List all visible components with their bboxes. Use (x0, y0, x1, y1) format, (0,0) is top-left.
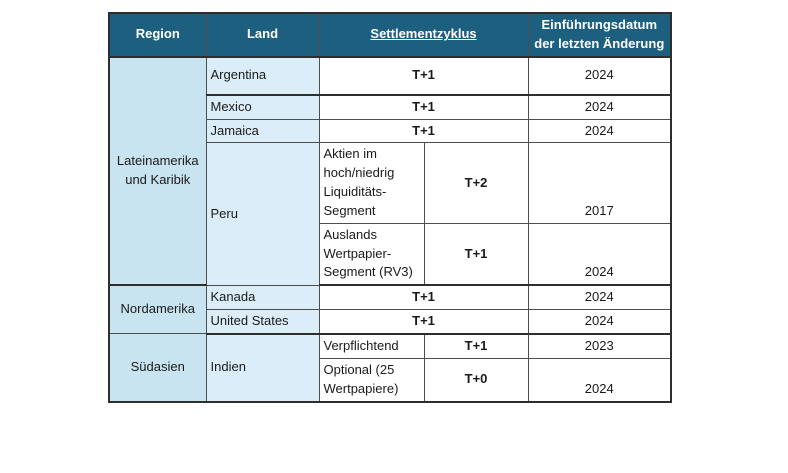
region-cell-suedasien: Südasien (108, 333, 207, 402)
header-land: Land (205, 12, 320, 58)
date-cell-mexico: 2024 (527, 94, 672, 120)
date-cell-peru-auslands: 2024 (527, 222, 672, 287)
row-united-states: United States T+1 2024 (109, 309, 672, 335)
date-cell-indien-verpflichtend: 2023 (527, 333, 672, 359)
date-cell-united-states: 2024 (527, 309, 672, 335)
date-cell-jamaica: 2024 (527, 118, 672, 144)
header-date-line2: der letzten Änderung (534, 35, 665, 51)
cycle-cell-peru-aktien: T+2 (423, 142, 529, 224)
land-cell-united-states: United States (205, 309, 320, 335)
header-einfuehrungsdatum: Einführungsdatum der letzten Änderung (527, 12, 672, 58)
header-settlementzyklus: Settlementzyklus (318, 12, 529, 58)
date-cell-kanada: 2024 (527, 284, 672, 311)
land-cell-peru: Peru (205, 142, 320, 286)
land-cell-kanada: Kanada (205, 284, 320, 311)
land-cell-mexico: Mexico (205, 94, 320, 120)
cycle-cell-argentina: T+1 (318, 56, 529, 96)
header-settlementzyklus-label: Settlementzyklus (370, 26, 477, 42)
segment-cell-indien-verpflichtend: Verpflichtend (318, 333, 425, 359)
land-cell-indien: Indien (205, 333, 320, 402)
cycle-cell-united-states: T+1 (318, 309, 529, 335)
row-mexico: Mexico T+1 2024 (109, 94, 672, 120)
row-peru-auslands: Auslands Wertpapier-Segment (RV3) T+1 20… (109, 222, 672, 287)
date-cell-argentina: 2024 (527, 56, 672, 96)
segment-cell-peru-aktien: Aktien im hoch/niedrig Liquiditäts-Segme… (318, 142, 425, 224)
settlement-cycle-table: Region Land Settlementzyklus Einführungs… (108, 12, 673, 403)
land-cell-argentina: Argentina (205, 56, 320, 96)
date-cell-indien-optional: 2024 (527, 357, 672, 403)
region-cell-lateinamerika: Lateinamerika und Karibik (108, 56, 207, 287)
region-cell-nordamerika: Nordamerika (108, 284, 207, 335)
land-cell-jamaica: Jamaica (205, 118, 320, 144)
date-cell-peru-aktien: 2017 (527, 142, 672, 224)
row-indien-verpflichtend: Südasien Indien Verpflichtend T+1 2023 (108, 333, 672, 402)
segment-cell-indien-optional: Optional (25 Wertpapiere) (318, 357, 425, 403)
cycle-cell-jamaica: T+1 (318, 118, 529, 144)
row-kanada: Nordamerika Kanada T+1 2024 (108, 284, 672, 335)
header-date-line1: Einführungsdatum (541, 17, 658, 32)
cycle-cell-indien-optional: T+0 (423, 357, 529, 403)
segment-cell-peru-auslands: Auslands Wertpapier-Segment (RV3) (318, 222, 425, 287)
row-peru-aktien: Peru Aktien im hoch/niedrig Liquiditäts-… (109, 142, 672, 286)
cycle-cell-peru-auslands: T+1 (423, 222, 529, 287)
cycle-cell-indien-verpflichtend: T+1 (423, 333, 529, 359)
header-region: Region (108, 12, 207, 58)
cycle-cell-mexico: T+1 (318, 94, 529, 120)
cycle-cell-kanada: T+1 (318, 284, 529, 311)
row-argentina: Lateinamerika und Karibik Argentina T+1 … (108, 56, 672, 287)
row-indien-optional: Optional (25 Wertpapiere) T+0 2024 (109, 357, 672, 403)
